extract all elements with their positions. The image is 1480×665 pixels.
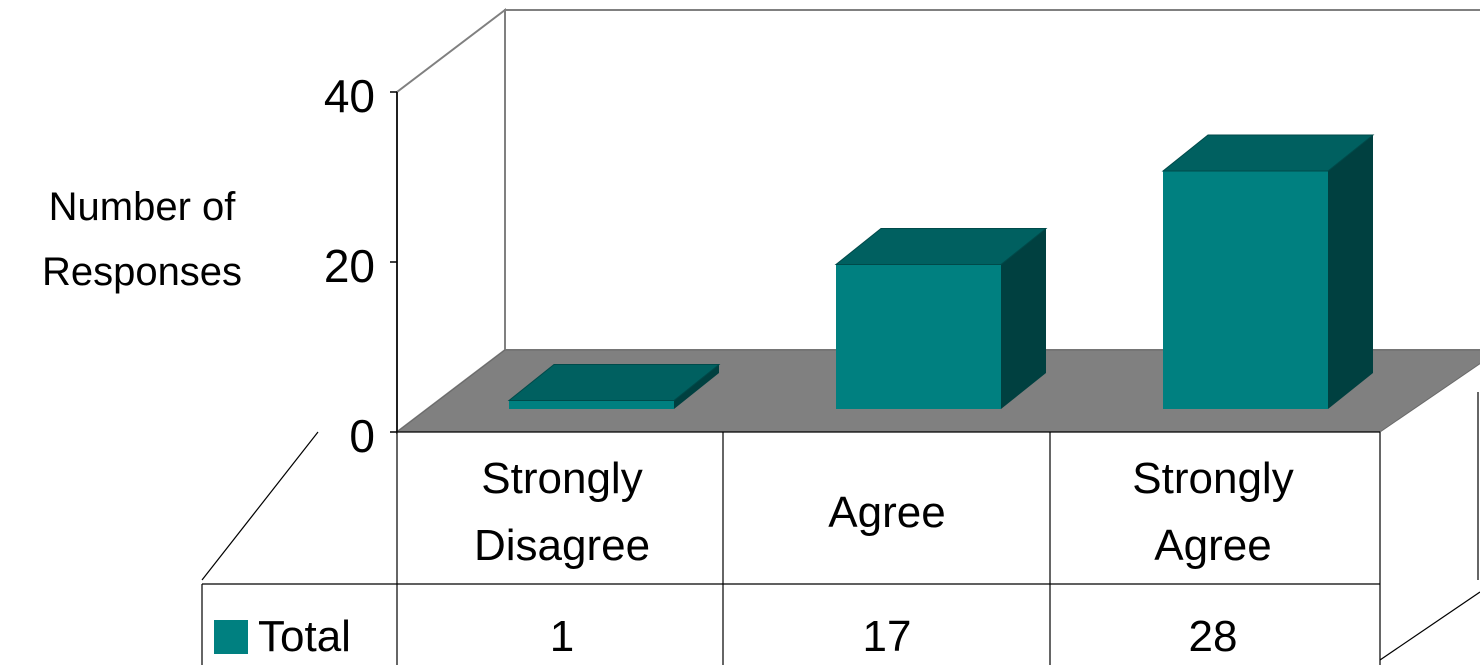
category-label: Strongly xyxy=(1132,454,1293,503)
bar-side xyxy=(1328,135,1373,409)
bar-front xyxy=(836,265,1001,410)
category-label: Agree xyxy=(1154,521,1271,570)
category-label: Disagree xyxy=(474,521,650,570)
series-name: Total xyxy=(258,612,351,661)
bar xyxy=(836,229,1046,410)
y-axis-label-line-2: Responses xyxy=(42,250,242,294)
y-tick-label: 40 xyxy=(324,70,375,122)
category-label: Strongly xyxy=(481,454,642,503)
bar xyxy=(1163,135,1373,409)
data-table: Strongly Disagree Agree Strongly Agree T… xyxy=(202,392,1480,665)
y-axis-label-line-1: Number of xyxy=(49,185,237,229)
y-axis: 0 20 40 Number of Responses xyxy=(42,70,397,462)
table-value: 28 xyxy=(1189,612,1238,661)
table-value: 17 xyxy=(863,612,912,661)
table-diagonal-right xyxy=(1380,592,1480,660)
table-value: 1 xyxy=(550,612,574,661)
y-tick-label: 0 xyxy=(349,410,375,462)
category-label: Agree xyxy=(828,488,945,537)
table-diagonal-left xyxy=(202,432,318,580)
bar-front xyxy=(1163,171,1328,409)
legend-swatch xyxy=(214,620,248,654)
y-tick-label: 20 xyxy=(324,240,375,292)
bar-front xyxy=(509,401,674,410)
